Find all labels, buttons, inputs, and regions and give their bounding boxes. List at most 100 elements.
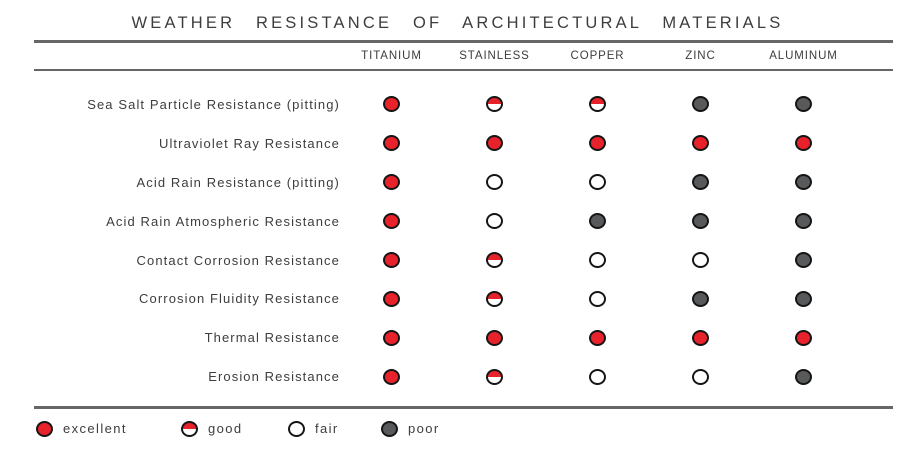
- rating-excellent-icon: [383, 135, 400, 152]
- rating-cells: [340, 252, 855, 268]
- rating-poor-icon: [795, 368, 812, 385]
- column-header-copper: COPPER: [570, 49, 625, 62]
- rating-cell: [752, 96, 855, 113]
- rating-cell: [649, 135, 752, 152]
- table-row: Acid Rain Resistance (pitting): [0, 163, 915, 202]
- rating-cell: [752, 213, 855, 230]
- rating-cell: [752, 135, 855, 152]
- rating-cell: [546, 96, 649, 113]
- rating-poor-icon: [589, 213, 606, 230]
- table-row: Ultraviolet Ray Resistance: [0, 124, 915, 163]
- rating-cell: [340, 290, 443, 307]
- legend-good-icon: [181, 420, 198, 437]
- rating-cells: [340, 174, 855, 191]
- rating-excellent-icon: [795, 135, 812, 152]
- rating-cell: [649, 329, 752, 346]
- rating-excellent-icon: [692, 329, 709, 346]
- rating-poor-icon: [795, 96, 812, 113]
- rating-excellent-icon: [383, 252, 400, 268]
- rating-excellent-icon: [383, 368, 400, 385]
- row-label: Thermal Resistance: [204, 330, 340, 346]
- legend-item-good: good: [181, 420, 288, 437]
- rating-cells: [340, 290, 855, 307]
- rating-cell: [546, 290, 649, 307]
- rating-cell: [443, 96, 546, 113]
- rating-poor-icon: [795, 252, 812, 268]
- rating-cell: [649, 290, 752, 307]
- rating-cell: [443, 368, 546, 385]
- legend-poor-icon: [381, 420, 398, 437]
- rating-cell: [443, 290, 546, 307]
- divider-top: [34, 40, 893, 43]
- rating-cells: [340, 329, 855, 346]
- rating-cell: [546, 329, 649, 346]
- rating-excellent-icon: [383, 329, 400, 346]
- divider-header: [34, 68, 893, 71]
- rating-cell: [649, 368, 752, 385]
- table-row: Erosion Resistance: [0, 357, 915, 396]
- column-header-row: TITANIUM STAINLESS COPPER ZINC ALUMINUM: [0, 43, 915, 69]
- rating-good-icon: [486, 96, 503, 113]
- rating-cell: [340, 368, 443, 385]
- rating-cell: [649, 96, 752, 113]
- rating-fair-icon: [589, 174, 606, 191]
- rating-cell: [649, 252, 752, 268]
- rating-poor-icon: [692, 96, 709, 113]
- row-label: Corrosion Fluidity Resistance: [139, 291, 340, 307]
- rating-cell: [752, 252, 855, 268]
- rating-cell: [546, 135, 649, 152]
- row-label: Ultraviolet Ray Resistance: [158, 135, 340, 151]
- rating-cell: [340, 135, 443, 152]
- column-headers: TITANIUM STAINLESS COPPER ZINC ALUMINUM: [340, 50, 855, 62]
- row-label: Acid Rain Resistance (pitting): [136, 174, 340, 190]
- rating-cell: [340, 96, 443, 113]
- rating-cell: [340, 329, 443, 346]
- rating-cells: [340, 213, 855, 230]
- rating-poor-icon: [795, 290, 812, 307]
- legend-item-excellent: excellent: [36, 420, 181, 437]
- column-header-zinc: ZINC: [685, 49, 716, 62]
- rating-poor-icon: [795, 213, 812, 230]
- rating-cell: [340, 213, 443, 230]
- rating-fair-icon: [486, 174, 503, 191]
- rating-fair-icon: [589, 290, 606, 307]
- rating-poor-icon: [692, 290, 709, 307]
- rating-cell: [443, 174, 546, 191]
- table-body: Sea Salt Particle Resistance (pitting) Ul…: [0, 85, 915, 396]
- legend-label-good: good: [208, 421, 243, 437]
- rating-excellent-icon: [383, 174, 400, 191]
- rating-cell: [546, 252, 649, 268]
- rating-cell: [340, 252, 443, 268]
- row-label: Sea Salt Particle Resistance (pitting): [87, 96, 340, 112]
- rating-cell: [443, 329, 546, 346]
- rating-cell: [752, 329, 855, 346]
- rating-poor-icon: [692, 213, 709, 230]
- rating-cell: [443, 213, 546, 230]
- rating-cell: [752, 174, 855, 191]
- rating-good-icon: [589, 96, 606, 113]
- rating-cell: [752, 368, 855, 385]
- rating-cell: [649, 174, 752, 191]
- table-row: Acid Rain Atmospheric Resistance: [0, 202, 915, 241]
- row-label: Acid Rain Atmospheric Resistance: [106, 213, 340, 229]
- table-row: Corrosion Fluidity Resistance: [0, 279, 915, 318]
- divider-bottom: [34, 406, 893, 409]
- rating-fair-icon: [589, 252, 606, 268]
- rating-excellent-icon: [486, 135, 503, 152]
- rating-excellent-icon: [795, 329, 812, 346]
- rating-fair-icon: [486, 213, 503, 230]
- chart-title: WEATHER RESISTANCE OF ARCHITECTURAL MATE…: [131, 14, 784, 32]
- legend-label-poor: poor: [408, 421, 440, 437]
- rating-cells: [340, 135, 855, 152]
- rating-excellent-icon: [383, 96, 400, 113]
- rating-cells: [340, 368, 855, 385]
- rating-cell: [443, 252, 546, 268]
- legend-label-fair: fair: [315, 421, 339, 437]
- rating-fair-icon: [589, 368, 606, 385]
- legend-item-fair: fair: [288, 420, 381, 437]
- legend-fair-icon: [288, 420, 305, 437]
- rating-cells: [340, 96, 855, 113]
- rating-fair-icon: [692, 368, 709, 385]
- row-label: Contact Corrosion Resistance: [136, 252, 340, 268]
